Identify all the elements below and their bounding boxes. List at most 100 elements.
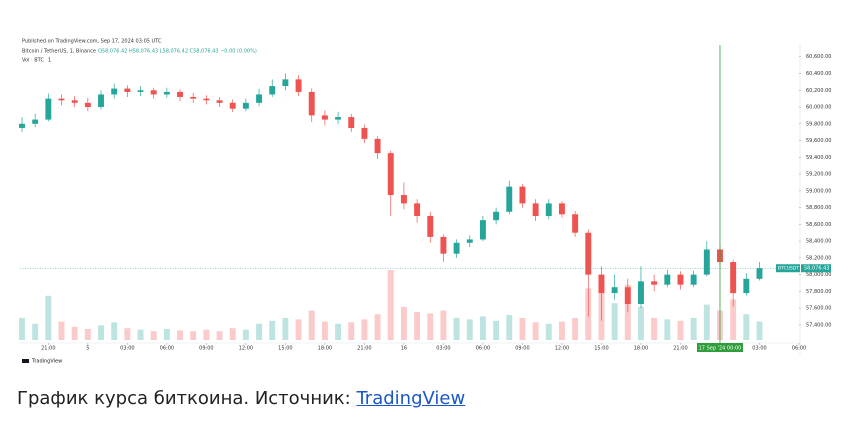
volume-bar [638,306,644,340]
volume-bar [611,303,618,340]
candle-body [558,203,565,215]
y-tick-label: 60,600.00 [806,54,831,60]
candle-body [545,203,552,216]
volume-title: Vol · BTC [22,58,44,64]
candle-body [611,287,618,294]
price-box [801,264,831,273]
candle-body [84,102,91,108]
x-tick-label: 12:00 [239,346,253,352]
volume-bar [651,317,658,340]
y-tick-label: 58,000.00 [806,272,831,278]
candle-body [256,94,263,103]
volume-bar [308,310,315,340]
candle-body [414,203,421,216]
candle-body [295,79,302,92]
symbol: Bitcoin / TetherUS, 1, Binance [22,49,96,55]
candle-body [651,281,658,285]
volume-bar [664,319,671,340]
candle-body [111,88,118,95]
caption-text: График курса биткоина. Источник: [17,388,357,409]
volume-bar [493,320,500,340]
volume-bar [690,317,697,340]
volume-bar [58,321,65,340]
y-tick-label: 59,800.00 [806,121,831,127]
volume-bar [532,322,539,340]
price-symbol: BTCUSDT [778,266,799,272]
candle-body [743,278,750,294]
candle-body [163,91,170,95]
candle-body [690,274,697,285]
x-tick-label: 03:00 [436,346,450,352]
candle-body [374,138,381,154]
volume-bar [163,328,170,340]
crosshair-box [696,343,743,352]
candle-body [677,274,684,285]
volume-bar [216,331,223,340]
x-tick-label: 21:00 [41,346,55,352]
volume-bar [98,325,104,340]
volume-bar [335,323,342,340]
y-tick-label: 57,400.00 [806,322,831,328]
candle-body [585,232,592,275]
x-tick-label: 03:00 [752,346,766,352]
candle-body [308,91,315,116]
y-tick-label: 60,400.00 [806,71,831,77]
brand-logo [22,359,29,363]
volume-bar [387,270,394,340]
x-tick-label: 06:00 [792,346,806,352]
volume-bar [124,328,131,340]
volume-bar [348,322,355,340]
volume-bar [177,330,183,340]
volume-bar [361,319,368,340]
candle-body [321,115,328,120]
candle-body [598,274,605,294]
volume-bar [32,323,39,340]
candle-body [98,94,104,108]
volume-bar [256,323,263,340]
y-tick-label: 58,600.00 [806,222,831,228]
caption-link[interactable]: TradingView [356,388,466,409]
candle-body [664,274,671,285]
volume-value: 1 [48,58,51,64]
volume-bar [269,320,276,340]
volume-bar [137,329,144,340]
candle-body [638,281,644,304]
volume-bar [479,316,486,340]
candle-body [361,127,368,139]
volume-bar [677,320,684,340]
volume-bar [427,313,434,340]
y-tick-label: 57,600.00 [806,306,831,312]
volume-bar [242,329,249,340]
candle-body [427,215,434,237]
x-tick-label: 18:00 [318,346,332,352]
candle-body [348,117,355,128]
x-tick-label: 18:00 [634,346,648,352]
candle-body [756,268,763,279]
volume-bar [203,329,210,340]
x-tick-label: 06:00 [160,346,174,352]
published: Published on TradingView.com, Sep 17, 20… [22,39,162,45]
candle-body [32,119,39,124]
candle-body [387,153,394,196]
candle-body [269,86,276,95]
x-tick-label: 12:00 [555,346,569,352]
volume-bar [321,321,328,340]
y-tick-label: 58,200.00 [806,255,831,261]
price-symbol-box [776,264,800,273]
volume-bar [743,314,750,340]
candle-body [229,102,236,109]
x-tick-label: 09:00 [199,346,213,352]
candle-body [532,203,539,216]
volume-bar [111,322,118,340]
candle-body [624,287,631,304]
candle-body [572,214,579,233]
x-tick-label: 06:00 [476,346,490,352]
x-tick-label: 03:00 [120,346,134,352]
y-tick-label: 60,200.00 [806,88,831,94]
candle-body [730,262,737,294]
volume-bar [150,331,157,340]
y-tick-label: 58,800.00 [806,205,831,211]
volume-bar [453,317,460,340]
x-tick-label: 21:00 [673,346,687,352]
